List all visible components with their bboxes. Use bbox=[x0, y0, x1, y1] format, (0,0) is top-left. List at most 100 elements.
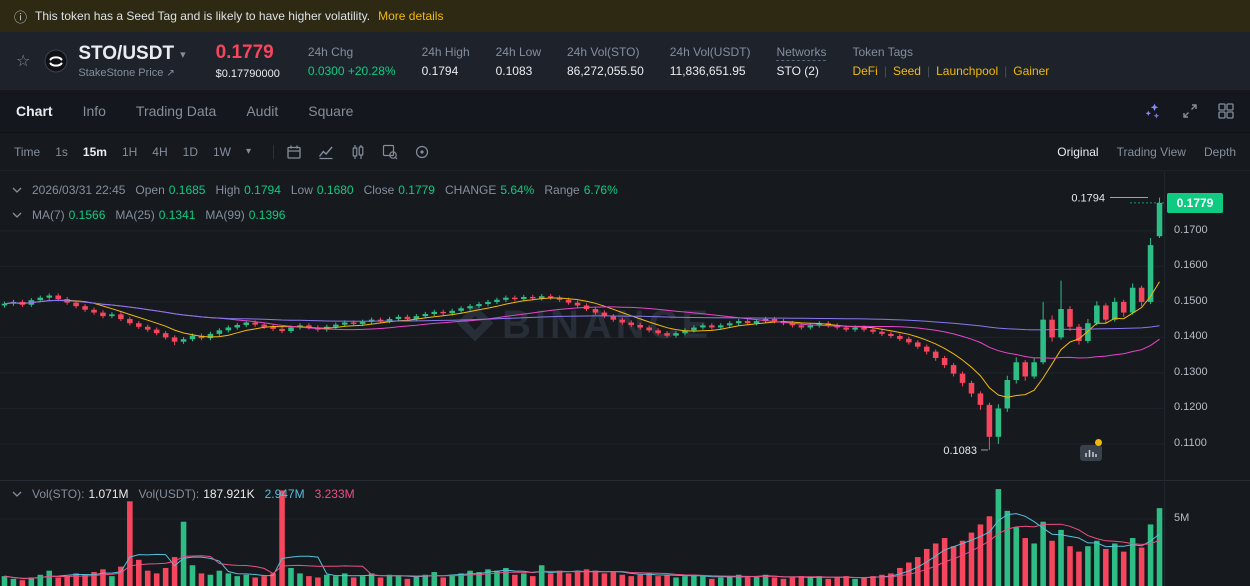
stat-value: 0.1083 bbox=[495, 63, 533, 78]
tab-trading-data[interactable]: Trading Data bbox=[135, 103, 217, 119]
binance-watermark: BINANCE bbox=[456, 303, 708, 347]
interval-15m[interactable]: 15m bbox=[82, 144, 107, 159]
candle bbox=[744, 321, 751, 324]
candle bbox=[914, 342, 921, 347]
volume-chart[interactable] bbox=[0, 481, 1250, 586]
stat-value: 0.0300 +20.28% bbox=[307, 63, 396, 78]
stat-label: 24h Chg bbox=[307, 44, 354, 59]
volume-bar bbox=[1058, 529, 1064, 586]
chevron-down-icon[interactable]: ▾ bbox=[180, 48, 186, 61]
candle bbox=[1138, 287, 1145, 302]
volume-bar bbox=[628, 576, 635, 586]
interval-more-chevron-icon[interactable]: ▾ bbox=[245, 146, 252, 157]
volume-bar bbox=[762, 574, 769, 586]
interval-1d[interactable]: 1D bbox=[182, 144, 198, 159]
stat-networks[interactable]: Networks STO (2) bbox=[776, 44, 827, 78]
tab-audit[interactable]: Audit bbox=[246, 103, 279, 119]
stat-24h-high: 24h High 0.1794 bbox=[422, 45, 470, 78]
tab-info[interactable]: Info bbox=[82, 103, 106, 119]
volume-bar bbox=[1147, 524, 1154, 586]
volume-bar bbox=[153, 573, 160, 586]
volume-bar bbox=[332, 576, 339, 586]
tab-square[interactable]: Square bbox=[308, 103, 354, 119]
time-label: Time bbox=[14, 144, 41, 159]
volume-bar bbox=[10, 578, 17, 586]
settings-target-icon[interactable] bbox=[414, 144, 430, 160]
volume-bar bbox=[637, 574, 643, 586]
volume-bar bbox=[306, 576, 312, 586]
volume-pane[interactable]: 5M Vol(STO): 1.071M Vol(USDT): 187.921K 2.… bbox=[0, 480, 1250, 586]
candle bbox=[144, 326, 151, 330]
volume-bar bbox=[870, 576, 876, 586]
view-original[interactable]: Original bbox=[1057, 144, 1099, 159]
candle bbox=[422, 313, 429, 317]
collapse-chevron-icon[interactable] bbox=[12, 491, 22, 497]
candle bbox=[923, 346, 930, 352]
volume-bar bbox=[655, 576, 661, 586]
ma99-line bbox=[4, 299, 1160, 331]
candle bbox=[807, 325, 814, 328]
collapse-chevron-icon[interactable] bbox=[12, 187, 22, 193]
volume-bar bbox=[753, 576, 760, 586]
candle bbox=[1031, 362, 1037, 377]
banner-text: This token has a Seed Tag and is likely … bbox=[35, 9, 371, 23]
candlestick-chart[interactable]: BINANCE 0.1794 0.1083 bbox=[0, 171, 1250, 480]
layout-grid-icon[interactable] bbox=[1218, 103, 1234, 119]
chart-toolbar: Time 1s 15m 1H 4H 1D 1W ▾ Original Tradi… bbox=[0, 133, 1250, 171]
interval-1h[interactable]: 1H bbox=[121, 144, 138, 159]
candle bbox=[512, 297, 518, 300]
price-chart-pane[interactable]: BINANCE 0.1794 0.1083 0.1700 0.1600 0.1500 0.… bbox=[0, 171, 1250, 480]
volume-bar bbox=[413, 576, 420, 586]
candle bbox=[1120, 301, 1127, 313]
candle bbox=[968, 382, 975, 394]
token-tag-launchpool[interactable]: Launchpool bbox=[921, 64, 998, 78]
interval-1w[interactable]: 1W bbox=[212, 144, 231, 159]
ai-sparkle-icon[interactable] bbox=[1144, 102, 1162, 120]
candle bbox=[476, 304, 482, 307]
volume-bar bbox=[565, 573, 572, 586]
candle bbox=[1111, 301, 1118, 320]
mini-bars-icon bbox=[1085, 450, 1097, 457]
candle bbox=[109, 314, 115, 317]
more-details-link[interactable]: More details bbox=[378, 9, 444, 23]
candle bbox=[306, 325, 312, 328]
fullscreen-icon[interactable] bbox=[1182, 103, 1198, 119]
candle bbox=[261, 324, 267, 327]
tab-chart[interactable]: Chart bbox=[16, 103, 53, 119]
pair-name[interactable]: STO/USDT bbox=[78, 43, 175, 64]
volume-bar bbox=[968, 532, 975, 586]
candle bbox=[1049, 319, 1055, 338]
volume-bar bbox=[682, 576, 688, 586]
chart-panel-button[interactable] bbox=[1080, 439, 1102, 461]
candle bbox=[162, 333, 169, 338]
collapse-chevron-icon[interactable] bbox=[12, 212, 22, 218]
volume-bar bbox=[512, 574, 518, 586]
indicators-icon[interactable] bbox=[382, 144, 398, 160]
candle bbox=[897, 336, 903, 339]
favorite-star-icon[interactable]: ☆ bbox=[16, 53, 31, 70]
interval-4h[interactable]: 4H bbox=[152, 144, 168, 159]
stat-label: 24h Vol(USDT) bbox=[669, 44, 751, 59]
candle bbox=[941, 358, 948, 366]
candle bbox=[1156, 202, 1163, 237]
token-tag-defi[interactable]: DeFi bbox=[852, 63, 878, 78]
volume-bar bbox=[852, 578, 858, 586]
candlestick-icon[interactable] bbox=[350, 144, 366, 160]
token-tag-seed[interactable]: Seed bbox=[878, 64, 921, 78]
candle-datetime: 2026/03/31 22:45 bbox=[32, 183, 126, 197]
candle bbox=[843, 327, 849, 330]
interval-1s[interactable]: 1s bbox=[55, 144, 68, 159]
token-price-link[interactable]: StakeStone Price ↗ bbox=[78, 67, 185, 79]
volume-bar bbox=[144, 570, 151, 586]
candle bbox=[718, 325, 724, 328]
date-range-icon[interactable] bbox=[286, 144, 302, 160]
view-depth[interactable]: Depth bbox=[1203, 144, 1236, 159]
volume-bar bbox=[315, 577, 321, 586]
candle bbox=[1040, 319, 1046, 363]
price-block: 0.1779 $0.17790000 bbox=[216, 42, 280, 80]
token-tag-gainer[interactable]: Gainer bbox=[998, 64, 1049, 78]
view-trading-view[interactable]: Trading View bbox=[1116, 144, 1186, 159]
chart-style-icon[interactable] bbox=[318, 144, 334, 160]
toolbar-divider bbox=[273, 144, 275, 159]
volume-bar bbox=[995, 489, 1002, 586]
